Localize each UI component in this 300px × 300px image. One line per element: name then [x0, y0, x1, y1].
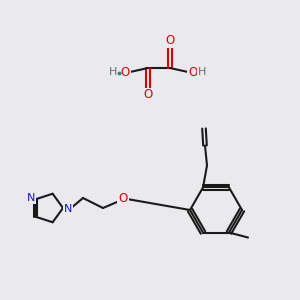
- Text: O: O: [165, 34, 175, 47]
- Text: O: O: [143, 88, 153, 101]
- Text: H: H: [198, 67, 206, 77]
- Text: O: O: [120, 67, 130, 80]
- Text: N: N: [64, 204, 72, 214]
- Text: N: N: [27, 193, 35, 203]
- Text: H: H: [109, 67, 117, 77]
- Text: O: O: [118, 193, 127, 206]
- Text: O: O: [188, 67, 198, 80]
